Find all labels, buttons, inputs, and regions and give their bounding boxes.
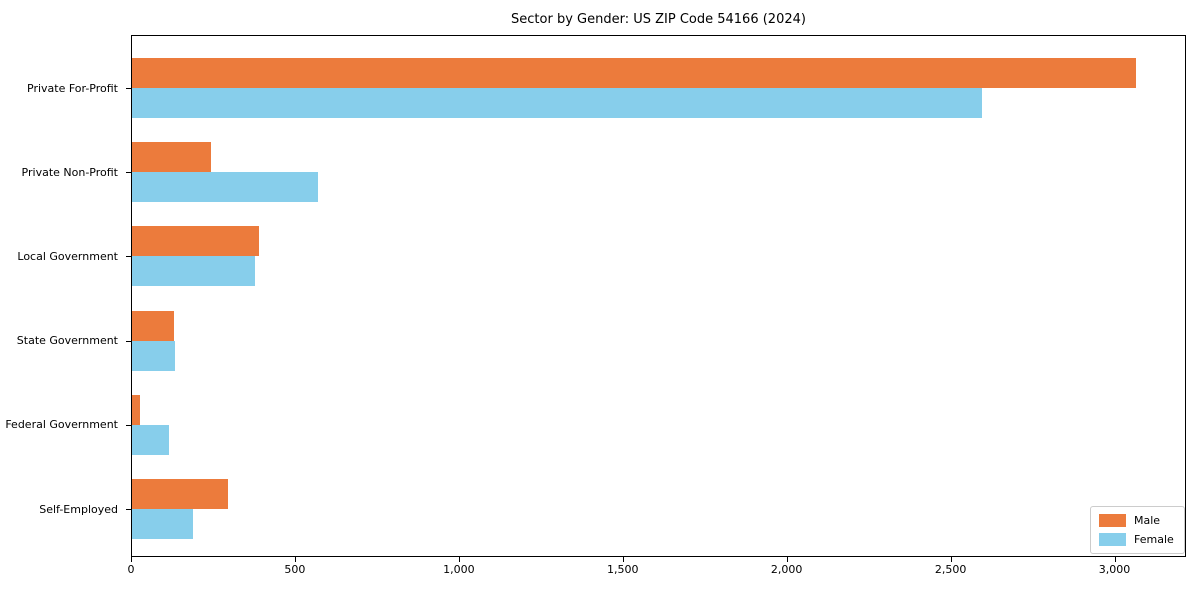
bar-male-federal-government (132, 394, 140, 425)
bar-female-local-government (132, 256, 255, 287)
x-tick-mark (294, 557, 296, 562)
y-category-label: Local Government (17, 249, 118, 263)
bar-male-self-employed (132, 479, 228, 509)
bar-male-state-government (132, 310, 174, 341)
x-tick-mark (458, 557, 460, 562)
legend: Male Female (1090, 506, 1185, 554)
legend-label-male: Male (1134, 514, 1161, 527)
y-category-label: Private For-Profit (27, 81, 118, 95)
x-tick-label: 1,500 (607, 563, 639, 576)
bar-female-state-government (132, 340, 175, 371)
x-tick-mark (950, 557, 952, 562)
plot-area (131, 35, 1186, 557)
legend-item-male: Male (1099, 514, 1174, 527)
y-category-label: State Government (16, 334, 118, 348)
y-tick-mark (126, 172, 131, 174)
y-tick-mark (126, 424, 131, 426)
bar-female-private-non-profit (132, 172, 318, 203)
legend-label-female: Female (1134, 533, 1174, 546)
y-tick-mark (126, 256, 131, 258)
x-tick-label: 3,000 (1098, 563, 1131, 576)
x-tick-label: 0 (127, 563, 135, 576)
legend-item-female: Female (1099, 533, 1174, 546)
x-tick-label: 500 (284, 563, 306, 576)
bar-female-private-for-profit (132, 88, 982, 118)
bar-female-self-employed (132, 509, 193, 539)
x-tick-mark (786, 557, 788, 562)
bar-female-federal-government (132, 424, 169, 455)
y-tick-mark (126, 340, 131, 342)
x-tick-label: 2,000 (770, 563, 803, 576)
female-swatch-icon (1099, 533, 1126, 546)
bar-male-local-government (132, 226, 259, 257)
y-tick-mark (126, 509, 131, 510)
bar-male-private-for-profit (132, 58, 1136, 88)
male-swatch-icon (1099, 514, 1126, 527)
y-category-label: Federal Government (5, 418, 118, 432)
bar-male-private-non-profit (132, 142, 211, 173)
x-tick-label: 2,500 (934, 563, 967, 576)
chart-title: Sector by Gender: US ZIP Code 54166 (202… (511, 12, 806, 27)
x-tick-mark (1114, 557, 1116, 562)
x-tick-label: 1,000 (443, 563, 475, 576)
y-category-label: Self-Employed (39, 502, 118, 516)
x-tick-mark (622, 557, 624, 562)
y-tick-mark (126, 88, 131, 89)
y-category-label: Private Non-Profit (21, 165, 118, 179)
x-tick-mark (131, 557, 132, 562)
